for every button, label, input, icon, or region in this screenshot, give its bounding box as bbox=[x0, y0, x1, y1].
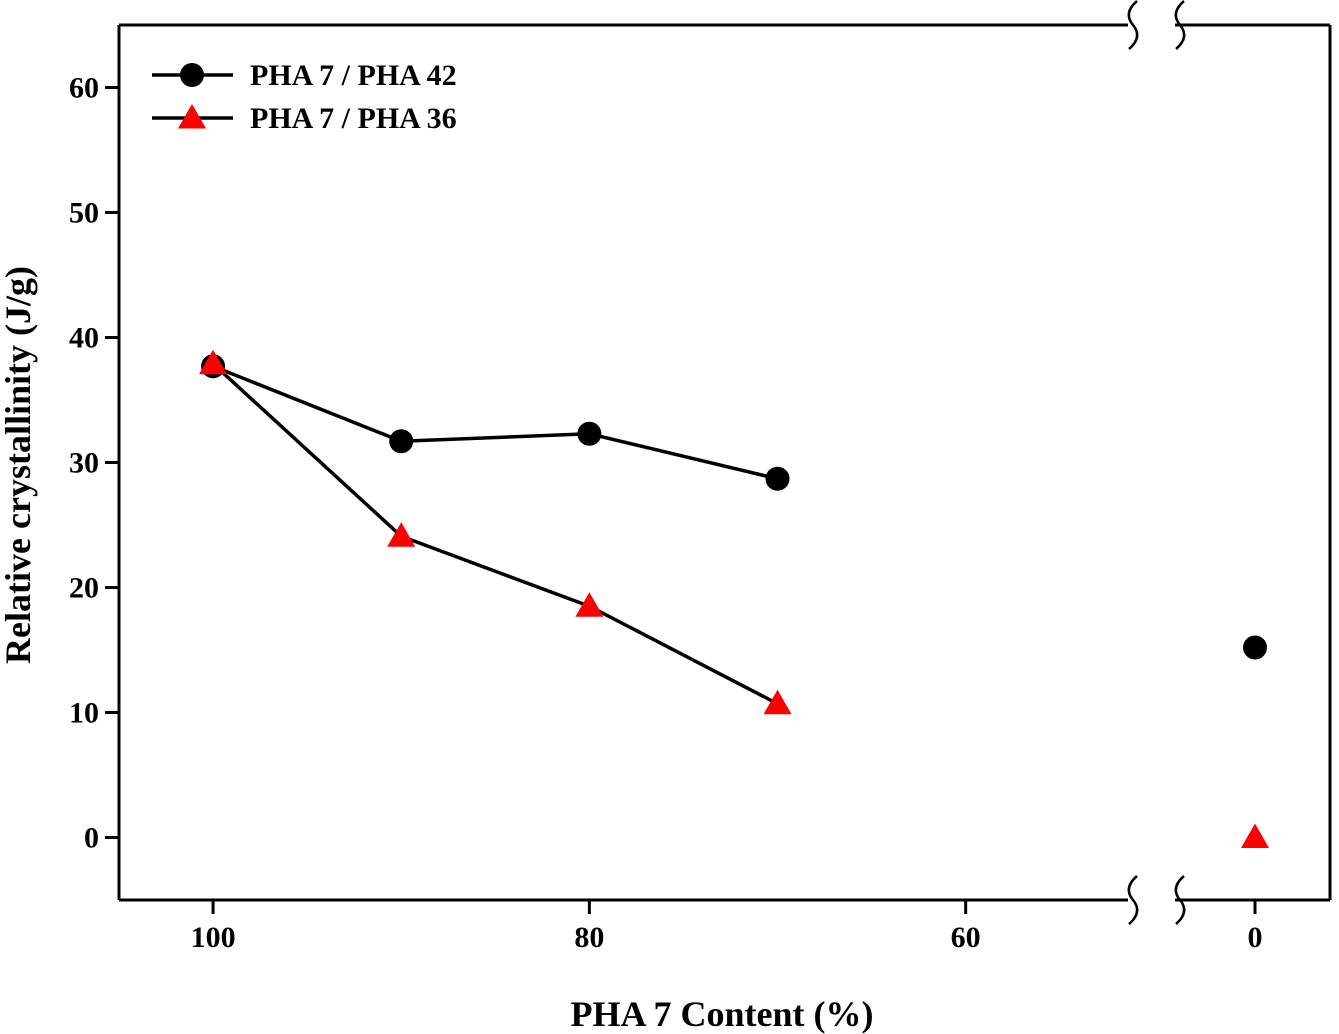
legend-label: PHA 7 / PHA 42 bbox=[250, 59, 457, 92]
series-1 bbox=[201, 354, 1267, 660]
plot-frame bbox=[117, 0, 1332, 925]
y-axis-title: Relative crystallinity (J/g) bbox=[0, 266, 38, 664]
data-point bbox=[389, 429, 414, 454]
y-tick-label: 0 bbox=[84, 822, 99, 855]
x-tick-label: 0 bbox=[1248, 921, 1263, 954]
series-line bbox=[211, 362, 779, 706]
data-point bbox=[575, 592, 604, 617]
legend-marker bbox=[178, 104, 206, 129]
data-point bbox=[387, 522, 416, 547]
axis-break-mark bbox=[1174, 0, 1186, 50]
x-tick-label: 100 bbox=[191, 921, 236, 954]
series-line bbox=[212, 364, 778, 481]
y-tick-label: 30 bbox=[69, 447, 99, 480]
axis-break-mark bbox=[1127, 0, 1139, 50]
plot-area bbox=[199, 349, 1269, 848]
y-tick-label: 40 bbox=[69, 322, 99, 355]
legend-marker bbox=[180, 63, 204, 87]
y-tick-label: 20 bbox=[69, 572, 99, 605]
data-point bbox=[1243, 635, 1267, 660]
data-point bbox=[765, 466, 790, 491]
x-axis: 100 80 60 0 bbox=[191, 900, 1263, 954]
y-tick-label: 50 bbox=[69, 197, 99, 230]
axis-break-mark bbox=[1127, 875, 1139, 925]
y-axis: 0 10 20 30 40 50 60 bbox=[69, 72, 119, 855]
y-tick-label: 60 bbox=[69, 72, 99, 105]
data-point bbox=[199, 349, 228, 375]
y-tick-label: 10 bbox=[69, 697, 99, 730]
data-point bbox=[763, 689, 792, 715]
data-point bbox=[577, 421, 602, 446]
legend: PHA 7 / PHA 42 PHA 7 / PHA 36 bbox=[152, 59, 457, 135]
x-axis-title: PHA 7 Content (%) bbox=[571, 994, 874, 1034]
legend-label: PHA 7 / PHA 36 bbox=[250, 102, 457, 135]
axis-break-mark bbox=[1174, 875, 1186, 925]
series-2 bbox=[199, 349, 1269, 848]
x-tick-label: 60 bbox=[951, 921, 981, 954]
data-point bbox=[1241, 823, 1269, 848]
x-tick-label: 80 bbox=[574, 921, 604, 954]
